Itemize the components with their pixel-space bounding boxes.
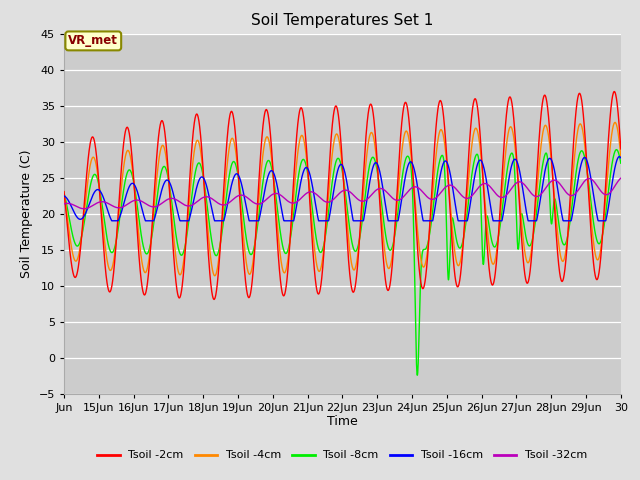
Text: VR_met: VR_met — [68, 35, 118, 48]
Y-axis label: Soil Temperature (C): Soil Temperature (C) — [20, 149, 33, 278]
X-axis label: Time: Time — [327, 415, 358, 429]
Title: Soil Temperatures Set 1: Soil Temperatures Set 1 — [252, 13, 433, 28]
Legend: Tsoil -2cm, Tsoil -4cm, Tsoil -8cm, Tsoil -16cm, Tsoil -32cm: Tsoil -2cm, Tsoil -4cm, Tsoil -8cm, Tsoi… — [93, 446, 592, 465]
